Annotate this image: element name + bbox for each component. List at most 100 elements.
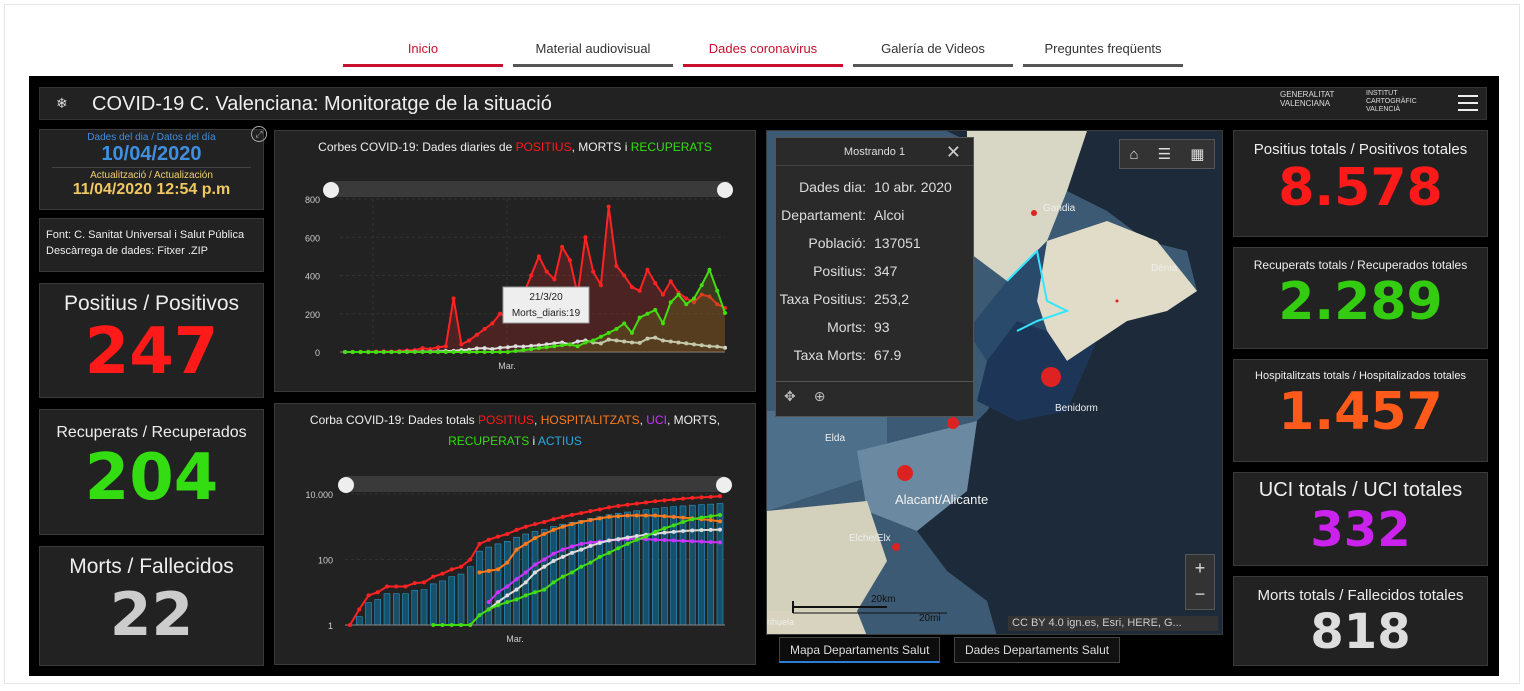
y-tick-label: 800 <box>305 195 320 205</box>
popup-actions: ✥ ⊕ <box>776 382 973 411</box>
data-point <box>533 570 537 575</box>
dashboard-title: COVID-19 C. Valenciana: Monitoratge de l… <box>92 93 552 115</box>
data-point <box>451 350 456 354</box>
map-marker-elda[interactable] <box>947 417 959 429</box>
daily-chart[interactable]: 800 600 400 200 0 Mar. 21/3/20 Morts_diaris:19 <box>275 159 755 389</box>
map-marker-gandia[interactable] <box>1031 210 1037 216</box>
zoom-out-button[interactable]: − <box>1194 584 1206 604</box>
data-point <box>579 511 584 516</box>
map-region-orihuela[interactable] <box>767 611 867 635</box>
list-icon[interactable]: ☰ <box>1157 146 1172 163</box>
pan-icon[interactable]: ✥ <box>784 388 796 404</box>
data-point <box>486 568 491 573</box>
basemap-icon[interactable]: ▦ <box>1190 146 1205 163</box>
data-point <box>597 554 602 559</box>
data-point <box>699 343 704 348</box>
map-region-gandia[interactable] <box>967 131 1087 281</box>
title-part: UCI <box>646 413 667 427</box>
kpi-title: Recuperats / Recuperados <box>56 424 247 441</box>
data-point <box>699 515 704 520</box>
data-point <box>662 530 667 535</box>
map-marker-alcoi[interactable] <box>1041 367 1061 387</box>
map-attribution[interactable]: CC BY 4.0 ign.es, Esri, HERE, G... <box>1008 616 1218 631</box>
data-point <box>523 570 528 575</box>
map-region-elche[interactable] <box>767 501 887 611</box>
zoom-to-icon[interactable]: ⊕ <box>813 388 826 404</box>
data-point <box>477 570 482 575</box>
place-benidorm: Benidorm <box>1055 403 1098 414</box>
actius-bar <box>467 566 474 626</box>
data-point <box>570 522 574 527</box>
data-point <box>490 347 495 352</box>
data-point <box>598 334 603 339</box>
map-region-alcoi[interactable] <box>967 241 1047 361</box>
nav-preguntes[interactable]: Preguntes freqüents <box>1023 41 1183 67</box>
data-point <box>552 341 557 346</box>
data-point <box>629 340 634 345</box>
tab-mapa-departaments[interactable]: Mapa Departaments Salut <box>779 637 941 663</box>
data-point <box>560 547 565 552</box>
total-chart[interactable]: 10.000 100 1 Mar. <box>275 464 755 664</box>
total-chart-panel: Corba COVID-19: Dades totals POSITIUS, H… <box>274 403 756 665</box>
data-point <box>662 498 667 503</box>
map-marker-alacant[interactable] <box>897 465 913 481</box>
data-point <box>588 540 593 545</box>
data-point <box>671 538 676 543</box>
zoom-controls: + − <box>1185 554 1215 610</box>
fullscreen-icon[interactable]: ⤢ <box>251 126 267 142</box>
data-point <box>606 204 611 209</box>
actius-bar <box>578 520 585 626</box>
nav-galeria-videos[interactable]: Galería de Videos <box>853 41 1013 67</box>
data-point <box>598 341 603 346</box>
nav-dades-coronavirus[interactable]: Dades coronavirus <box>683 41 843 67</box>
data-point <box>374 350 379 354</box>
data-point <box>579 541 584 546</box>
menu-icon[interactable] <box>1458 95 1478 111</box>
tooltip-value: Morts_diaris:19 <box>512 308 581 319</box>
data-point <box>575 344 580 349</box>
data-point <box>482 350 487 354</box>
total-kpi-value: 332 <box>1310 502 1411 558</box>
data-point <box>496 590 500 595</box>
nav-material-audiovisual[interactable]: Material audiovisual <box>513 41 673 67</box>
data-point <box>668 279 673 284</box>
data-point <box>436 350 441 354</box>
total-kpi-value: 8.578 <box>1278 158 1443 218</box>
data-point <box>597 516 602 521</box>
map-marker-elche[interactable] <box>892 543 900 551</box>
data-point <box>536 346 541 351</box>
date-panel: Dades del dia / Datos del día 10/04/2020… <box>39 126 267 210</box>
home-icon[interactable]: ⌂ <box>1129 145 1139 163</box>
data-point <box>514 597 519 602</box>
data-point <box>544 342 549 347</box>
title-part: POSITIUS <box>515 140 572 154</box>
actius-bar <box>494 543 502 626</box>
data-point <box>625 502 630 507</box>
data-point <box>691 342 696 347</box>
data-point <box>645 336 650 341</box>
map-panel[interactable]: Gandia Dénia Benidorm Elda Alacant/Alica… <box>766 130 1223 635</box>
map-region-elda[interactable] <box>767 411 887 511</box>
data-point <box>597 507 602 512</box>
actius-bar <box>457 573 465 626</box>
data-point <box>597 540 602 545</box>
map-popup: Mostrando 1 ✕ Dades dia: 10 abr. 2020 Depa… <box>775 137 974 417</box>
map-marker-denia[interactable] <box>1115 299 1119 303</box>
map-region-denia[interactable] <box>1037 221 1197 361</box>
download-link[interactable]: Descàrrega de dades: Fitxer .ZIP <box>46 245 209 257</box>
actius-bar <box>661 507 668 626</box>
tooltip <box>502 286 590 324</box>
map-region-benidorm[interactable] <box>977 321 1097 421</box>
title-part: Corba COVID-19: Dades totals <box>309 413 478 427</box>
close-icon[interactable]: ✕ <box>945 142 961 162</box>
data-point <box>486 537 491 542</box>
map-region-alacant[interactable] <box>857 421 977 531</box>
zoom-in-button[interactable]: + <box>1194 558 1206 578</box>
nav-inicio[interactable]: Inicio <box>343 41 503 67</box>
data-point <box>514 587 519 592</box>
tab-dades-departaments[interactable]: Dades Departaments Salut <box>954 637 1121 663</box>
actius-bar <box>383 593 391 626</box>
data-point <box>708 540 713 545</box>
place-alacant: Alacant/Alicante <box>895 492 988 507</box>
total-kpi-title: Hospitalitzats totals / Hospitalizados t… <box>1255 370 1466 382</box>
